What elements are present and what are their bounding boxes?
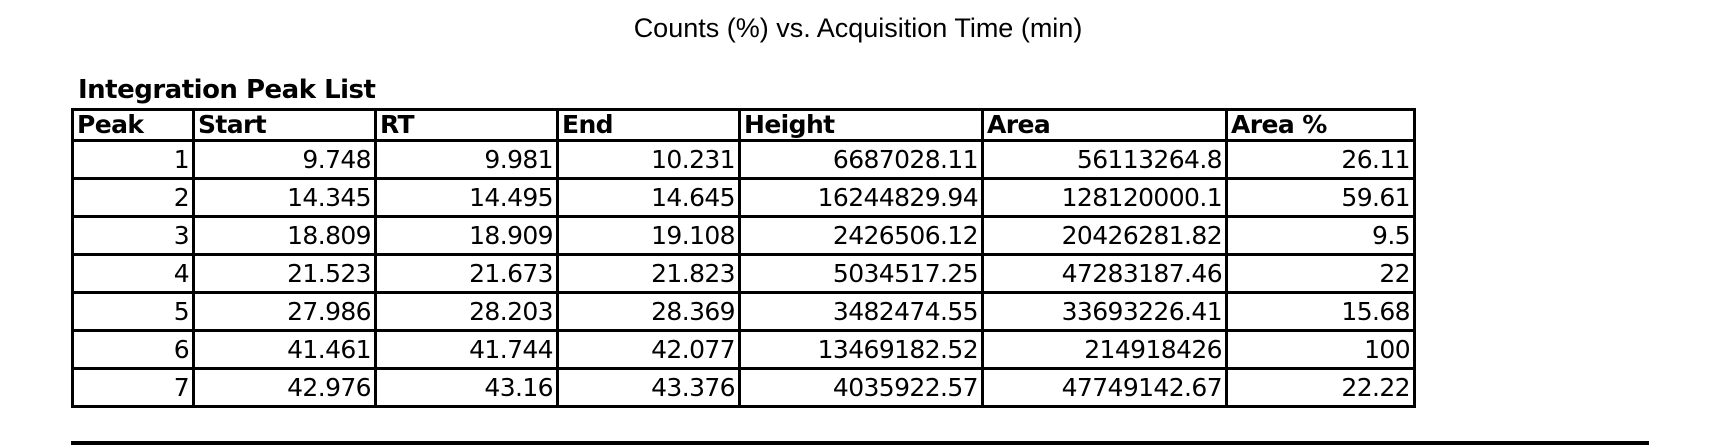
cell-area: 20426281.82	[981, 215, 1228, 256]
cell-peak: 5	[71, 291, 195, 332]
cell-rt: 43.16	[374, 367, 559, 408]
cell-peak: 3	[71, 215, 195, 256]
header-area: Area	[981, 108, 1228, 142]
section-title: Integration Peak List	[78, 75, 376, 105]
cell-end: 42.077	[556, 329, 741, 370]
header-start: Start	[192, 108, 377, 142]
cell-end: 43.376	[556, 367, 741, 408]
cell-area-percent: 9.5	[1225, 215, 1416, 256]
cell-area: 56113264.8	[981, 139, 1228, 180]
cell-area-percent: 59.61	[1225, 177, 1416, 218]
cell-peak: 1	[71, 139, 195, 180]
cell-area: 47283187.46	[981, 253, 1228, 294]
cell-end: 14.645	[556, 177, 741, 218]
table-row: 5 27.986 28.203 28.369 3482474.55 336932…	[71, 291, 1416, 332]
cell-height: 13469182.52	[738, 329, 984, 370]
cell-peak: 2	[71, 177, 195, 218]
header-height: Height	[738, 108, 984, 142]
cell-area: 128120000.1	[981, 177, 1228, 218]
cell-end: 10.231	[556, 139, 741, 180]
cell-start: 42.976	[192, 367, 377, 408]
cell-area: 33693226.41	[981, 291, 1228, 332]
cell-peak: 6	[71, 329, 195, 370]
header-rt: RT	[374, 108, 559, 142]
cell-height: 4035922.57	[738, 367, 984, 408]
header-peak: Peak	[71, 108, 195, 142]
chart-title: Counts (%) vs. Acquisition Time (min)	[633, 13, 1083, 43]
section-divider	[71, 441, 1649, 445]
cell-end: 28.369	[556, 291, 741, 332]
cell-height: 6687028.11	[738, 139, 984, 180]
cell-start: 27.986	[192, 291, 377, 332]
header-area-percent: Area %	[1225, 108, 1416, 142]
cell-rt: 28.203	[374, 291, 559, 332]
cell-height: 16244829.94	[738, 177, 984, 218]
table-row: 2 14.345 14.495 14.645 16244829.94 12812…	[71, 177, 1416, 218]
cell-rt: 21.673	[374, 253, 559, 294]
cell-start: 18.809	[192, 215, 377, 256]
cell-rt: 18.909	[374, 215, 559, 256]
cell-end: 19.108	[556, 215, 741, 256]
cell-area-percent: 26.11	[1225, 139, 1416, 180]
cell-peak: 7	[71, 367, 195, 408]
header-end: End	[556, 108, 741, 142]
cell-start: 41.461	[192, 329, 377, 370]
table-row: 7 42.976 43.16 43.376 4035922.57 4774914…	[71, 367, 1416, 408]
cell-end: 21.823	[556, 253, 741, 294]
cell-height: 2426506.12	[738, 215, 984, 256]
cell-area-percent: 22.22	[1225, 367, 1416, 408]
table-row: 3 18.809 18.909 19.108 2426506.12 204262…	[71, 215, 1416, 256]
cell-start: 21.523	[192, 253, 377, 294]
cell-area-percent: 22	[1225, 253, 1416, 294]
cell-height: 5034517.25	[738, 253, 984, 294]
table-row: 6 41.461 41.744 42.077 13469182.52 21491…	[71, 329, 1416, 370]
table-row: 1 9.748 9.981 10.231 6687028.11 56113264…	[71, 139, 1416, 180]
table-row: 4 21.523 21.673 21.823 5034517.25 472831…	[71, 253, 1416, 294]
table-header-row: Peak Start RT End Height Area Area %	[71, 108, 1416, 142]
cell-start: 14.345	[192, 177, 377, 218]
cell-rt: 14.495	[374, 177, 559, 218]
cell-area: 47749142.67	[981, 367, 1228, 408]
cell-height: 3482474.55	[738, 291, 984, 332]
cell-area-percent: 15.68	[1225, 291, 1416, 332]
cell-area: 214918426	[981, 329, 1228, 370]
integration-peak-table: Peak Start RT End Height Area Area % 1 9…	[71, 108, 1416, 408]
cell-area-percent: 100	[1225, 329, 1416, 370]
cell-start: 9.748	[192, 139, 377, 180]
cell-peak: 4	[71, 253, 195, 294]
cell-rt: 41.744	[374, 329, 559, 370]
cell-rt: 9.981	[374, 139, 559, 180]
